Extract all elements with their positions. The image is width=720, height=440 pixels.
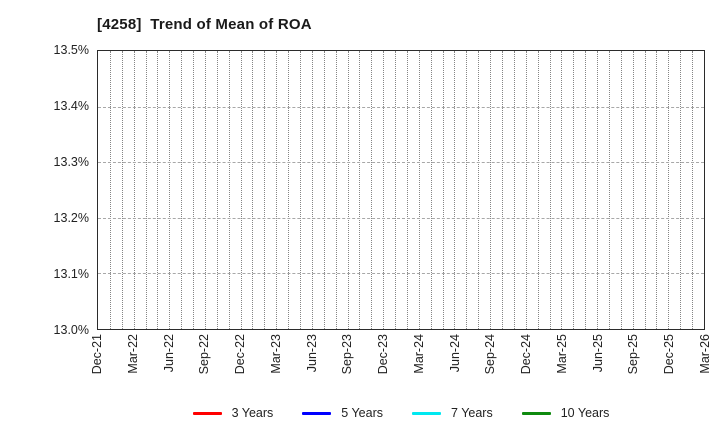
legend-item: 10 Years [521, 406, 610, 420]
x-tick-label: Mar-25 [554, 334, 569, 374]
legend-item: 7 Years [412, 406, 493, 420]
v-gridline [608, 51, 610, 329]
v-gridline [418, 51, 420, 329]
v-gridline [193, 51, 195, 329]
x-tick-label: Dec-25 [662, 334, 677, 375]
v-gridline [323, 51, 325, 329]
v-gridline [371, 51, 373, 329]
legend-line-icon [302, 411, 332, 415]
y-tick-label: 13.5% [53, 43, 89, 57]
y-tick-label: 13.1% [53, 267, 89, 281]
v-gridline [692, 51, 694, 329]
v-gridline [454, 51, 456, 329]
v-gridline [300, 51, 301, 329]
v-gridline [264, 51, 266, 329]
v-gridline [288, 51, 290, 329]
v-gridline [513, 51, 515, 329]
v-gridline [668, 51, 670, 329]
v-gridline [549, 51, 551, 329]
legend-label: 10 Years [560, 406, 610, 420]
v-gridline [656, 51, 658, 329]
x-tick-label: Jun-25 [590, 334, 605, 373]
x-tick-label: Dec-22 [233, 334, 248, 375]
v-gridline [347, 51, 349, 329]
x-tick-label: Sep-24 [483, 334, 498, 375]
plot-area [97, 50, 705, 330]
v-gridline [311, 51, 313, 329]
v-gridline [573, 51, 575, 329]
x-tick-label: Mar-23 [268, 334, 283, 374]
legend-item: 3 Years [192, 406, 274, 420]
v-gridline [644, 51, 646, 329]
v-gridline [335, 51, 337, 329]
v-gridline [228, 51, 230, 329]
x-tick-label: Dec-21 [90, 334, 104, 375]
x-tick-label: Mar-24 [411, 334, 426, 374]
v-gridline [620, 51, 622, 329]
x-tick-label: Dec-24 [519, 334, 534, 375]
legend-label: 3 Years [231, 406, 274, 420]
h-gridline [98, 217, 704, 219]
y-tick-label: 13.3% [53, 155, 89, 169]
v-gridline [537, 51, 539, 329]
legend-line-icon [412, 411, 442, 415]
v-gridline [466, 51, 468, 329]
y-tick-label: 13.4% [53, 99, 89, 113]
v-gridline [276, 51, 278, 329]
y-tick-label: 13.2% [53, 211, 89, 225]
v-gridline [109, 51, 111, 329]
h-gridline [98, 162, 704, 164]
v-gridline [430, 51, 432, 329]
h-gridline [98, 106, 704, 108]
v-gridline [181, 51, 183, 329]
legend-label: 7 Years [451, 406, 493, 420]
v-gridline [252, 51, 254, 329]
v-gridline [502, 51, 503, 329]
x-tick-label: Sep-23 [340, 334, 355, 375]
v-gridline [478, 51, 480, 329]
v-gridline [490, 51, 492, 329]
v-gridline [359, 51, 361, 329]
v-gridline [157, 51, 159, 329]
v-gridline [133, 51, 135, 329]
v-gridline [216, 51, 218, 329]
v-gridline [383, 51, 385, 329]
x-tick-label: Jun-23 [304, 334, 319, 373]
v-gridline [597, 51, 599, 329]
chart-title: [4258] Trend of Mean of ROA [97, 16, 312, 33]
legend-item: 5 Years [302, 406, 383, 420]
v-gridline [442, 51, 444, 329]
x-tick-label: Jun-22 [161, 334, 176, 373]
y-tick-label: 13.0% [53, 323, 89, 337]
v-gridline [145, 51, 147, 329]
v-gridline [585, 51, 587, 329]
v-gridline [240, 51, 242, 329]
legend: 3 Years 5 Years 7 Years 10 Years [97, 403, 705, 423]
x-tick-label: Jun-24 [447, 334, 462, 373]
x-tick-label: Mar-26 [698, 334, 712, 374]
x-tick-label: Dec-23 [376, 334, 391, 375]
v-gridline [680, 51, 682, 329]
v-gridline [406, 51, 408, 329]
legend-line-icon [521, 411, 551, 415]
v-gridline [525, 51, 527, 329]
v-gridline [561, 51, 563, 329]
legend-line-icon [192, 411, 222, 415]
x-tick-label: Sep-25 [626, 334, 641, 375]
x-tick-label: Sep-22 [197, 334, 212, 375]
h-gridline [98, 273, 704, 275]
v-gridline [121, 51, 123, 329]
v-gridline [395, 51, 397, 329]
legend-label: 5 Years [341, 406, 384, 420]
v-gridline [169, 51, 171, 329]
v-gridline [632, 51, 634, 329]
v-gridline [204, 51, 206, 329]
x-tick-label: Mar-22 [125, 334, 140, 374]
